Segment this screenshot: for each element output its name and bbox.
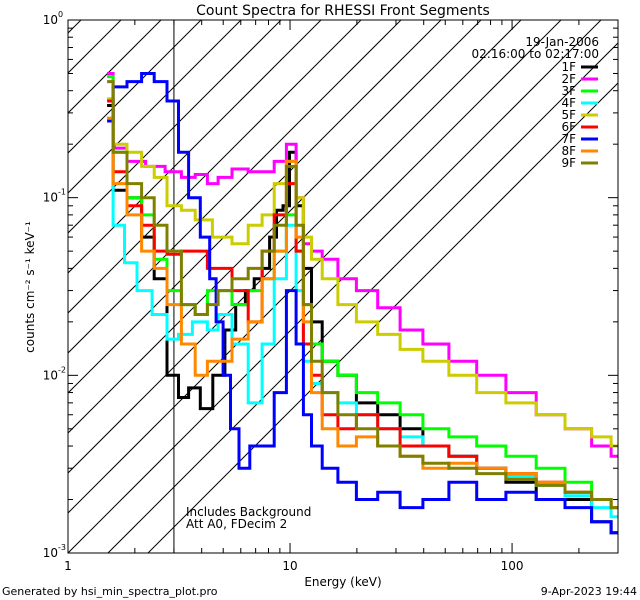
hatch-line <box>68 20 522 474</box>
x-tick-label: 1 <box>64 559 72 573</box>
hatch-line <box>68 20 82 34</box>
x-tick-label: 10 <box>282 559 297 573</box>
y-tick-label: 10 <box>43 546 58 560</box>
y-tick-label: 10 <box>43 368 58 382</box>
hatch-line <box>68 20 242 194</box>
hatch-line <box>68 20 402 354</box>
hatch-region <box>68 20 618 553</box>
y-tick-exponent: 0 <box>58 10 63 19</box>
x-tick-label: 100 <box>501 559 524 573</box>
chart-title: Count Spectra for RHESSI Front Segments <box>196 3 490 19</box>
hatch-line <box>68 20 442 394</box>
hatch-line <box>68 20 602 553</box>
hatch-line <box>68 20 202 154</box>
footer-timestamp: 9-Apr-2023 19:44 <box>541 585 637 598</box>
series-5f <box>107 97 618 448</box>
hatch-line <box>68 20 282 234</box>
hatch-line <box>107 42 618 553</box>
series-group <box>107 72 618 535</box>
hatch-line <box>147 82 618 553</box>
y-tick-exponent: -2 <box>58 365 66 374</box>
footer-generated-by: Generated by hsi_min_spectra_plot.pro <box>2 585 218 598</box>
annotation-background: Includes Background <box>186 505 311 519</box>
y-tick-exponent: -1 <box>58 188 66 197</box>
time-range-label: 02:16:00 to 02:17:00 <box>472 47 599 61</box>
date-label: 19-Jan-2006 <box>525 35 599 49</box>
y-tick-exponent: -3 <box>58 543 66 552</box>
y-axis-label: counts cm⁻² s⁻¹ keV⁻¹ <box>23 221 37 353</box>
legend-label-4f: 4F <box>561 96 576 110</box>
hatch-line <box>68 20 562 514</box>
legend-label-7f: 7F <box>561 132 576 146</box>
legend-label-6f: 6F <box>561 120 576 134</box>
legend-label-2f: 2F <box>561 72 576 86</box>
series-8f <box>107 116 618 510</box>
legend-label-3f: 3F <box>561 84 576 98</box>
hatch-line <box>68 20 162 114</box>
series-7f <box>107 72 618 535</box>
legend-label-1f: 1F <box>561 60 576 74</box>
legend-label-5f: 5F <box>561 108 576 122</box>
x-axis-label: Energy (keV) <box>304 575 381 589</box>
hatch-line <box>68 20 322 274</box>
y-tick-label: 10 <box>43 191 58 205</box>
series-9f <box>107 80 618 510</box>
legend-label-8f: 8F <box>561 144 576 158</box>
hatch-line <box>68 20 482 434</box>
plot-frame <box>67 19 619 554</box>
annotation-attenuator: Att A0, FDecim 2 <box>186 517 287 531</box>
y-tick-label: 10 <box>43 13 58 27</box>
hatch-line <box>68 20 362 314</box>
legend-label-9f: 9F <box>561 156 576 170</box>
